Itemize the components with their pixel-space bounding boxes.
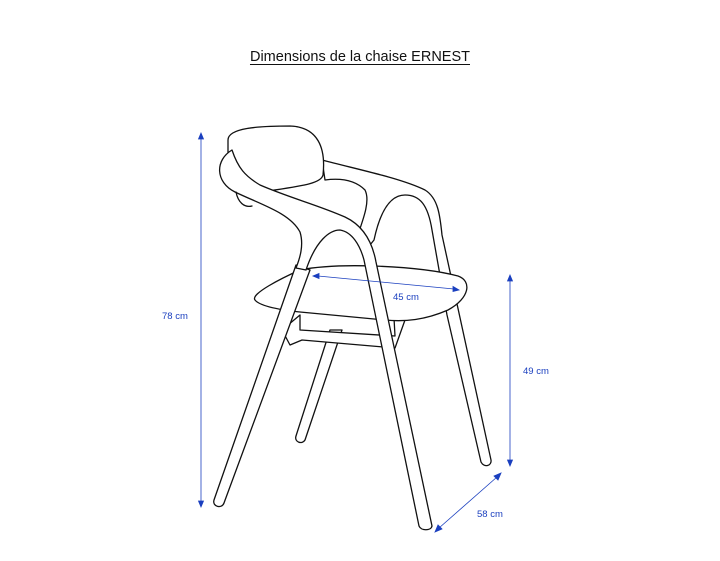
front-left-leg xyxy=(213,264,311,508)
arrowhead-icon xyxy=(506,273,514,282)
arrowhead-icon xyxy=(452,285,461,293)
seat-width-line xyxy=(317,275,455,290)
diagram-title: Dimensions de la chaise ERNEST xyxy=(249,49,470,65)
back-left-leg xyxy=(295,329,343,444)
arrowhead-icon xyxy=(434,524,443,533)
depth-line xyxy=(438,476,498,529)
depth-label: 58 cm xyxy=(477,509,503,520)
armrest-front-leg xyxy=(219,149,433,531)
arrowhead-icon xyxy=(311,272,320,280)
height-total-label: 78 cm xyxy=(162,311,188,322)
arrowhead-icon xyxy=(506,459,514,468)
arrowhead-icon xyxy=(197,131,205,140)
arrowhead-icon xyxy=(197,500,205,509)
arrowhead-icon xyxy=(493,472,502,481)
seat-height-label: 49 cm xyxy=(523,366,549,377)
seat-width-label: 45 cm xyxy=(393,292,419,303)
